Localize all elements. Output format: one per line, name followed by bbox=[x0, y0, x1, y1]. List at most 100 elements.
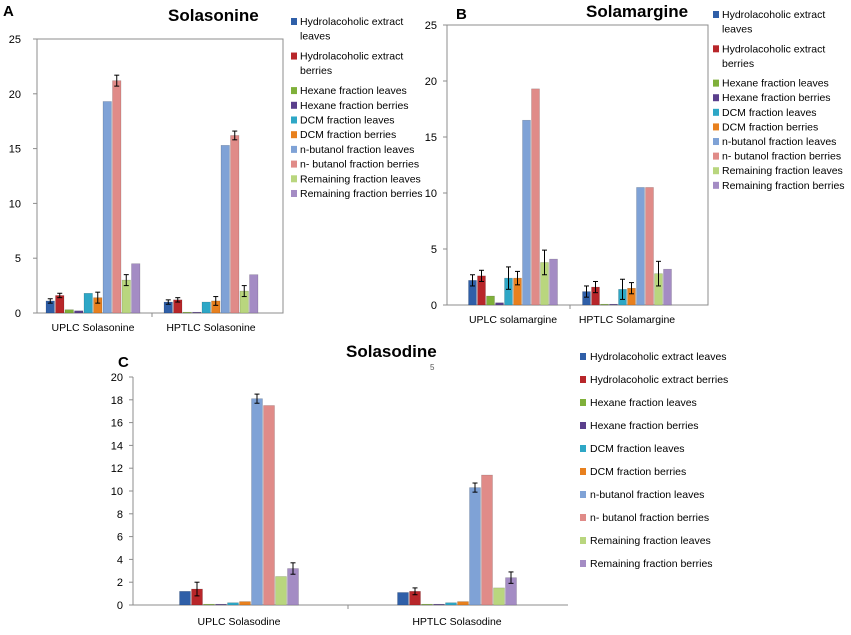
legend-label: n- butanol fraction berries bbox=[300, 159, 419, 171]
legend-label: Hydrolacoholic extract bbox=[722, 43, 825, 55]
y-tick-label: 20 bbox=[9, 89, 21, 101]
bar bbox=[64, 309, 74, 314]
legend-marker bbox=[713, 11, 719, 18]
y-tick-label: 18 bbox=[111, 395, 123, 407]
x-category-label: UPLC Solasodine bbox=[198, 616, 281, 628]
bar bbox=[83, 293, 93, 314]
bar bbox=[179, 591, 191, 606]
y-tick-label: 2 bbox=[117, 577, 123, 589]
y-tick-label: 10 bbox=[111, 486, 123, 498]
bar bbox=[481, 474, 493, 606]
legend-label: Hexane fraction berries bbox=[300, 100, 409, 112]
bar bbox=[433, 603, 445, 606]
bar bbox=[445, 602, 457, 606]
bar bbox=[203, 603, 215, 606]
legend-label: n-butanol fraction leaves bbox=[590, 489, 704, 501]
legend-marker bbox=[580, 399, 586, 406]
bar bbox=[600, 303, 609, 306]
legend-marker bbox=[580, 468, 586, 475]
legend-marker bbox=[291, 18, 297, 25]
legend-marker bbox=[291, 116, 297, 124]
bar bbox=[263, 405, 275, 606]
bar bbox=[131, 263, 141, 314]
y-tick-label: 20 bbox=[111, 372, 123, 384]
legend-label: DCM fraction berries bbox=[590, 466, 686, 478]
bar bbox=[227, 602, 239, 606]
bar bbox=[663, 268, 672, 306]
legend-label: Hexane fraction berries bbox=[722, 92, 831, 104]
chart-panel-b: B Solamargine 0 5 10 15 20 25 UPLC solamargine HP… bbox=[425, 2, 845, 326]
legend-label: Remaining fraction leaves bbox=[722, 165, 843, 177]
legend-marker bbox=[291, 145, 297, 153]
legend-label: Hydrolacoholic extract bbox=[300, 16, 403, 28]
y-tick-label: 25 bbox=[425, 20, 437, 32]
legend-marker bbox=[713, 138, 719, 146]
plot-area-border bbox=[446, 24, 709, 306]
bar bbox=[215, 603, 227, 606]
legend-marker bbox=[713, 45, 719, 53]
bar bbox=[495, 302, 504, 306]
legend-label: Hexane fraction leaves bbox=[590, 397, 697, 409]
legend-label: Remaining fraction leaves bbox=[590, 535, 711, 547]
chart-title: Solasodine bbox=[346, 342, 437, 361]
bar bbox=[182, 311, 192, 314]
legend-label: DCM fraction leaves bbox=[300, 114, 395, 126]
legend-marker bbox=[713, 167, 719, 175]
chart-panel-a: A Solasonine 0 5 10 15 20 25 UPLC Solasonine HPTL… bbox=[3, 3, 423, 334]
legend-label: leaves bbox=[722, 24, 752, 36]
legend-label: Hexane fraction leaves bbox=[300, 85, 407, 97]
bar bbox=[457, 601, 469, 606]
x-category-label: HPTLC Solasodine bbox=[412, 616, 501, 628]
x-category-label: HPTLC Solasonine bbox=[166, 322, 255, 334]
panel-letter: B bbox=[456, 6, 467, 23]
chart-title: Solasonine bbox=[168, 6, 259, 25]
bar bbox=[201, 301, 211, 314]
legend-marker bbox=[291, 131, 297, 139]
legend-label: DCM fraction leaves bbox=[590, 443, 685, 455]
y-tick-label: 5 bbox=[15, 253, 21, 265]
legend-label: Hydrolacoholic extract berries bbox=[590, 374, 728, 386]
legend-marker bbox=[713, 181, 719, 189]
legend-marker bbox=[291, 101, 297, 109]
legend-marker bbox=[580, 491, 586, 498]
y-tick-label: 25 bbox=[9, 34, 21, 46]
bar bbox=[251, 398, 263, 606]
legend-label: n- butanol fraction berries bbox=[722, 151, 841, 163]
legend-label: Remaining fraction berries bbox=[722, 180, 845, 192]
legend-marker bbox=[291, 189, 297, 197]
bar bbox=[249, 274, 259, 314]
bar bbox=[102, 101, 112, 314]
y-tick-label: 15 bbox=[425, 132, 437, 144]
y-tick-label: 0 bbox=[15, 308, 21, 320]
legend-marker bbox=[580, 353, 586, 360]
y-tick-label: 12 bbox=[111, 463, 123, 475]
legend-label: Hexane fraction berries bbox=[590, 420, 699, 432]
y-tick-label: 0 bbox=[117, 600, 123, 612]
legend-label: n-butanol fraction leaves bbox=[300, 144, 414, 156]
bar bbox=[486, 295, 495, 306]
legend-label: berries bbox=[300, 65, 332, 77]
bar bbox=[636, 187, 645, 306]
bar bbox=[609, 303, 618, 306]
legend-marker bbox=[713, 152, 719, 160]
legend: Hydrolacoholic extract leaves Hydrolacohol… bbox=[291, 16, 423, 200]
legend-marker bbox=[713, 94, 719, 102]
legend-marker bbox=[580, 376, 586, 383]
bar bbox=[493, 587, 505, 606]
legend-marker bbox=[291, 52, 297, 60]
y-tick-label: 20 bbox=[425, 76, 437, 88]
y-tick-label: 8 bbox=[117, 509, 123, 521]
legend-marker bbox=[291, 175, 297, 183]
y-tick-label: 0 bbox=[431, 300, 437, 312]
chart-panel-c: C Solasodine 0 2 4 6 8 10 12 14 16 18 20 UPLC Solasod… bbox=[111, 342, 729, 628]
legend-marker bbox=[580, 445, 586, 452]
y-tick-label: 15 bbox=[9, 144, 21, 156]
bar bbox=[239, 601, 251, 606]
y-tick-label: 16 bbox=[111, 418, 123, 430]
bar bbox=[397, 592, 409, 606]
bar bbox=[74, 310, 84, 314]
bar bbox=[522, 119, 531, 306]
legend-label: Remaining fraction berries bbox=[590, 558, 713, 570]
panel-letter: A bbox=[3, 3, 14, 20]
